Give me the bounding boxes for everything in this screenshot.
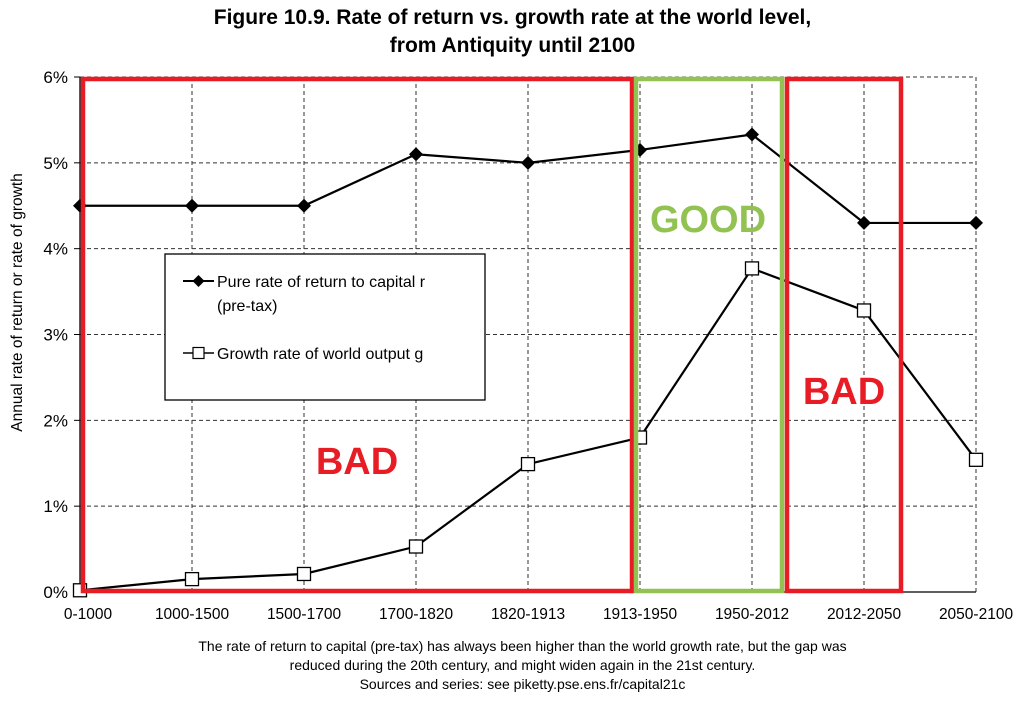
data-point-g [520,456,536,472]
data-point-g [856,303,872,318]
data-point-r [297,198,311,213]
legend-swatch-marker-r [192,275,205,287]
data-point-r [521,155,535,170]
caption-line-2: reduced during the 20th century, and mig… [289,657,756,673]
annotation-box-bad [80,76,635,594]
caption-line-1: The rate of return to capital (pre-tax) … [198,638,847,654]
legend-box [164,253,486,401]
chart-title-line-2: from Antiquity until 2100 [389,34,636,57]
annotation-label-bad: BAD [316,441,398,483]
x-tick-label: 2012-2050 [827,606,902,623]
x-tick-label: 2050-2100 [939,606,1014,623]
x-tick-label: 1913-1950 [603,606,678,623]
y-tick-label: 6% [43,68,68,87]
legend-label-r-line-1: Pure rate of return to capital r [217,274,426,291]
y-tick-label: 4% [43,240,68,259]
data-point-r [409,147,423,162]
caption-line-3: Sources and series: see piketty.pse.ens.… [359,676,686,692]
x-tick-label: 1000-1500 [155,606,230,623]
legend-label-g: Growth rate of world output g [217,346,423,363]
data-point-r [857,215,871,230]
x-tick-label: 1500-1700 [267,606,342,623]
data-point-r [969,215,983,230]
annotation-box-bad [784,76,904,594]
annotation-label-good: GOOD [650,199,766,241]
legend-swatch-marker-g [192,346,205,360]
y-tick-label: 2% [43,411,68,430]
annotation-box-good [633,76,785,594]
data-point-g [296,566,312,582]
chart-title-line-1: Figure 10.9. Rate of return vs. growth r… [213,6,812,29]
x-tick-label: 1950-2012 [715,606,789,623]
data-point-g [968,452,984,467]
y-tick-label: 0% [43,583,68,602]
y-tick-label: 5% [43,154,68,173]
legend: Pure rate of return to capital r (pre-tax… [164,253,486,401]
data-point-r [185,198,199,213]
data-point-r [745,127,759,142]
x-tick-label: 1700-1820 [379,606,454,623]
chart-canvas: 0% 1% 2% 3% 4% 5% 6% 0-1000 1000-1500 1500-1700 17… [9,68,1014,623]
annotation-label-bad: BAD [803,371,885,413]
y-tick-label: 1% [43,497,68,516]
x-tick-label: 0-1000 [64,606,113,623]
data-point-g [408,539,424,554]
legend-label-r-line-2: (pre-tax) [217,298,277,315]
data-point-g [184,571,200,587]
y-tick-label: 3% [43,326,68,345]
y-axis-title: Annual rate of return or rate of growth [9,173,26,431]
chart-caption: The rate of return to capital (pre-tax) … [0,637,1025,694]
data-point-g [744,261,760,276]
chart-title: Figure 10.9. Rate of return vs. growth r… [0,4,1025,60]
x-tick-label: 1820-1913 [491,606,565,623]
